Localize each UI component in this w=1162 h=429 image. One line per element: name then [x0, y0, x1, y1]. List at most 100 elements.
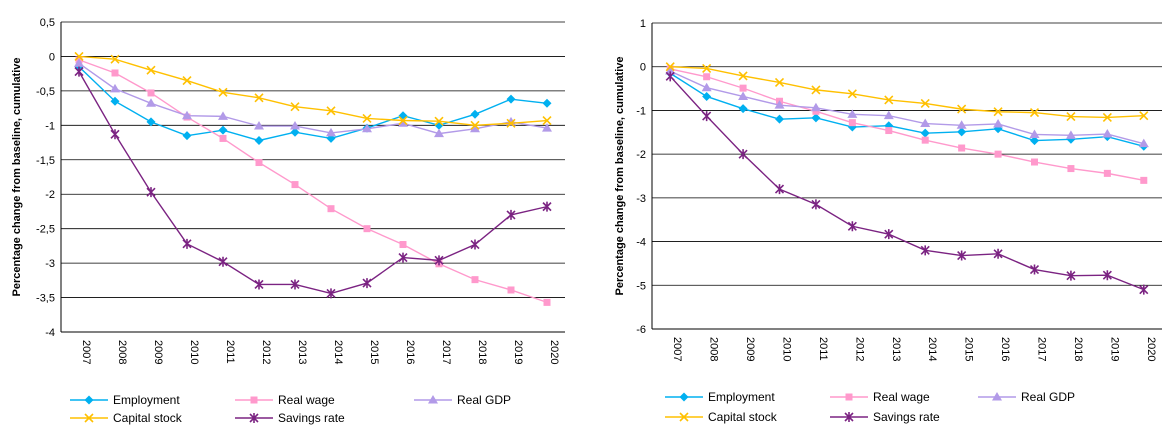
chart-right: 1 0 -1 -2 -3 -4 -5 -6 2007 2008 2009 2010 2011 2012 20… — [614, 18, 1162, 424]
data-point — [434, 116, 444, 126]
data-point — [847, 221, 857, 232]
data-point — [811, 199, 821, 210]
data-point — [218, 125, 228, 135]
x-tick-label: 2015 — [368, 340, 380, 364]
legend-item: Real GDP — [978, 390, 1075, 404]
legend-marker — [844, 412, 854, 422]
series-employment — [665, 68, 1149, 151]
legend-label: Real GDP — [1021, 390, 1075, 404]
x-tick-label: 2010 — [781, 337, 793, 361]
data-point — [255, 159, 263, 167]
legend-label: Savings rate — [278, 411, 345, 425]
data-point — [434, 128, 444, 138]
series-employment — [74, 62, 552, 145]
data-point — [1029, 264, 1040, 275]
legend-label: Real wage — [278, 393, 335, 407]
data-point — [1029, 108, 1040, 118]
legend-label: Savings rate — [873, 410, 940, 424]
y-axis-label: Percentage change from baseline, cumulat… — [11, 57, 23, 296]
data-point — [847, 109, 858, 118]
data-point — [398, 252, 408, 263]
legend-item: Real wage — [830, 390, 930, 404]
y-tick-label: -4 — [45, 327, 55, 339]
y-tick-label: -0,5 — [36, 86, 55, 98]
data-point — [506, 209, 516, 220]
data-point — [218, 111, 228, 120]
data-point — [665, 71, 675, 82]
data-point — [811, 113, 821, 123]
y-tick-label: 1 — [640, 18, 646, 30]
series-line — [669, 70, 1144, 145]
legend-item: Real wage — [235, 393, 335, 407]
x-tick-label: 2007 — [671, 337, 683, 361]
data-point — [470, 109, 480, 119]
data-point — [703, 73, 711, 81]
data-point — [738, 104, 748, 114]
data-point — [507, 286, 515, 294]
y-tick-label: 0 — [640, 62, 646, 74]
x-tick-label: 2020 — [1145, 337, 1157, 361]
x-tick-label: 2015 — [963, 337, 975, 361]
series-capital-stock — [665, 62, 1149, 122]
data-point — [254, 135, 264, 145]
x-tick-label: 2008 — [708, 337, 720, 361]
x-tick-label: 2009 — [152, 340, 164, 364]
y-tick-label: -5 — [636, 280, 646, 292]
x-tick-label: 2011 — [817, 337, 829, 361]
data-point — [542, 123, 552, 132]
series-line — [670, 68, 1144, 182]
data-point — [774, 100, 785, 109]
legend-item: Real GDP — [414, 393, 511, 407]
series-line — [669, 72, 1144, 147]
series-real-gdp — [665, 66, 1149, 148]
data-point — [110, 129, 120, 140]
data-point — [146, 187, 156, 198]
x-tick-label: 2016 — [404, 340, 416, 364]
series-line — [669, 75, 1145, 291]
data-point — [399, 241, 407, 249]
data-point — [506, 118, 516, 128]
data-point — [110, 54, 120, 64]
x-tick-label: 2011 — [224, 340, 236, 364]
data-point — [146, 65, 156, 75]
x-tick-label: 2018 — [1072, 337, 1084, 361]
series-line — [78, 71, 548, 295]
data-point — [471, 276, 479, 284]
data-point — [218, 87, 228, 97]
data-point — [1067, 165, 1075, 173]
y-tick-label: -2,5 — [36, 224, 55, 236]
data-point — [848, 119, 856, 127]
data-point — [701, 82, 712, 92]
data-point — [702, 91, 712, 101]
legend-label: Employment — [708, 390, 775, 404]
series-line — [78, 66, 548, 142]
data-point — [326, 127, 336, 137]
data-point — [1102, 129, 1113, 138]
series-savings-rate — [665, 71, 1149, 295]
data-point — [470, 120, 480, 130]
x-tick-label: 2010 — [188, 340, 200, 364]
data-point — [1031, 158, 1038, 166]
data-point — [738, 71, 748, 81]
x-tick-label: 2019 — [1108, 337, 1120, 361]
x-tick-label: 2008 — [116, 340, 128, 364]
legend-label: Real wage — [873, 390, 930, 404]
legend-label: Employment — [113, 393, 180, 407]
series-savings-rate — [74, 66, 552, 299]
data-point — [182, 110, 192, 120]
legend-marker — [845, 393, 853, 401]
data-point — [542, 98, 552, 108]
x-tick-label: 2018 — [476, 340, 488, 364]
legend-item: Employment — [70, 393, 180, 407]
data-point — [543, 298, 551, 306]
data-point — [958, 144, 966, 152]
data-point — [254, 279, 264, 290]
data-point — [254, 93, 264, 103]
data-point — [1103, 169, 1111, 177]
data-point — [738, 149, 748, 160]
data-point — [470, 239, 480, 250]
data-point — [110, 96, 120, 106]
series-real-wage — [666, 65, 1148, 184]
data-point — [362, 113, 372, 124]
data-point — [957, 127, 967, 137]
